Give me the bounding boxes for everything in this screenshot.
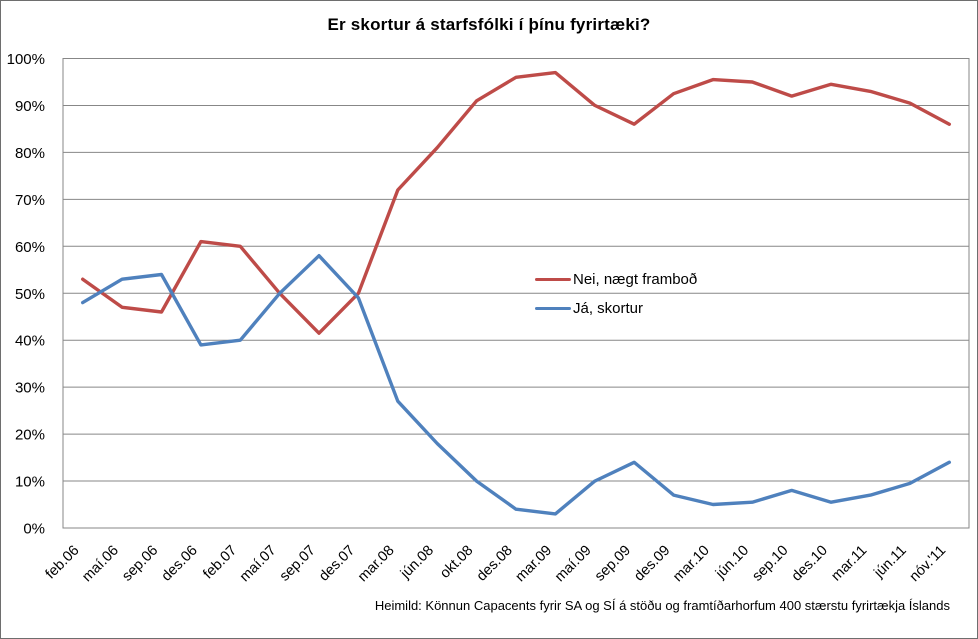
y-axis-label: 100%: [7, 51, 45, 68]
x-axis-label: sep.09: [592, 543, 634, 585]
x-axis-label: jún.08: [397, 543, 437, 583]
legend-label: Nei, nægt framboð: [573, 271, 698, 288]
legend-label: Já, skortur: [573, 300, 644, 317]
x-axis-label: feb.06: [43, 543, 83, 583]
x-axis-label: maí.07: [237, 543, 280, 586]
series-line-ja: [80, 253, 951, 516]
y-axis-label: 40%: [15, 333, 45, 350]
x-axis-label: feb.07: [200, 543, 240, 583]
legend-line-sample-blue: [535, 306, 571, 311]
y-axis-label: 0%: [23, 521, 45, 538]
chart-title: Er skortur á starfsfólki í þínu fyrirtæk…: [327, 15, 651, 34]
x-axis-label: mar.09: [513, 543, 556, 586]
x-axis-label: mar.11: [828, 543, 870, 585]
x-axis-label: des.06: [159, 543, 201, 585]
x-axis-label: des.09: [631, 543, 673, 585]
x-axis-label: okt.08: [437, 543, 476, 582]
y-axis-label: 90%: [15, 98, 45, 115]
y-axis-label: 10%: [15, 474, 45, 491]
x-axis-label: nóv.'11: [907, 543, 950, 586]
x-axis-label: sep.06: [119, 543, 161, 585]
y-axis-label: 70%: [15, 192, 45, 209]
x-axis-label: jún.11: [871, 543, 910, 582]
y-axis-label: 80%: [15, 145, 45, 162]
plot-border: [62, 58, 970, 529]
source-note: Heimild: Könnun Capacents fyrir SA og SÍ…: [374, 598, 950, 613]
x-axis-label: mar.08: [355, 543, 398, 586]
series-line-nei: [80, 70, 951, 335]
y-axis-label: 50%: [15, 286, 45, 303]
x-axis-label: mar.10: [670, 543, 713, 586]
x-axis-label: des.08: [474, 543, 516, 585]
x-axis-label: maí.06: [79, 543, 122, 586]
x-axis-label: des.07: [316, 543, 358, 585]
x-axis-label: sep.10: [749, 543, 791, 585]
x-axis-label: jún.10: [712, 543, 752, 583]
legend-item-ja-skortur: Já, skortur: [535, 300, 643, 317]
y-axis-label: 60%: [15, 239, 45, 256]
x-axis-label: maí.09: [552, 543, 595, 586]
y-axis-label: 20%: [15, 427, 45, 444]
y-axis-label: 30%: [15, 380, 45, 397]
x-axis-label: sep.07: [277, 543, 319, 585]
x-axis-label: des.10: [789, 543, 831, 585]
legend-line-sample-red: [535, 277, 571, 282]
legend-item-nei-naegt-frambod: Nei, nægt framboð: [535, 271, 697, 288]
